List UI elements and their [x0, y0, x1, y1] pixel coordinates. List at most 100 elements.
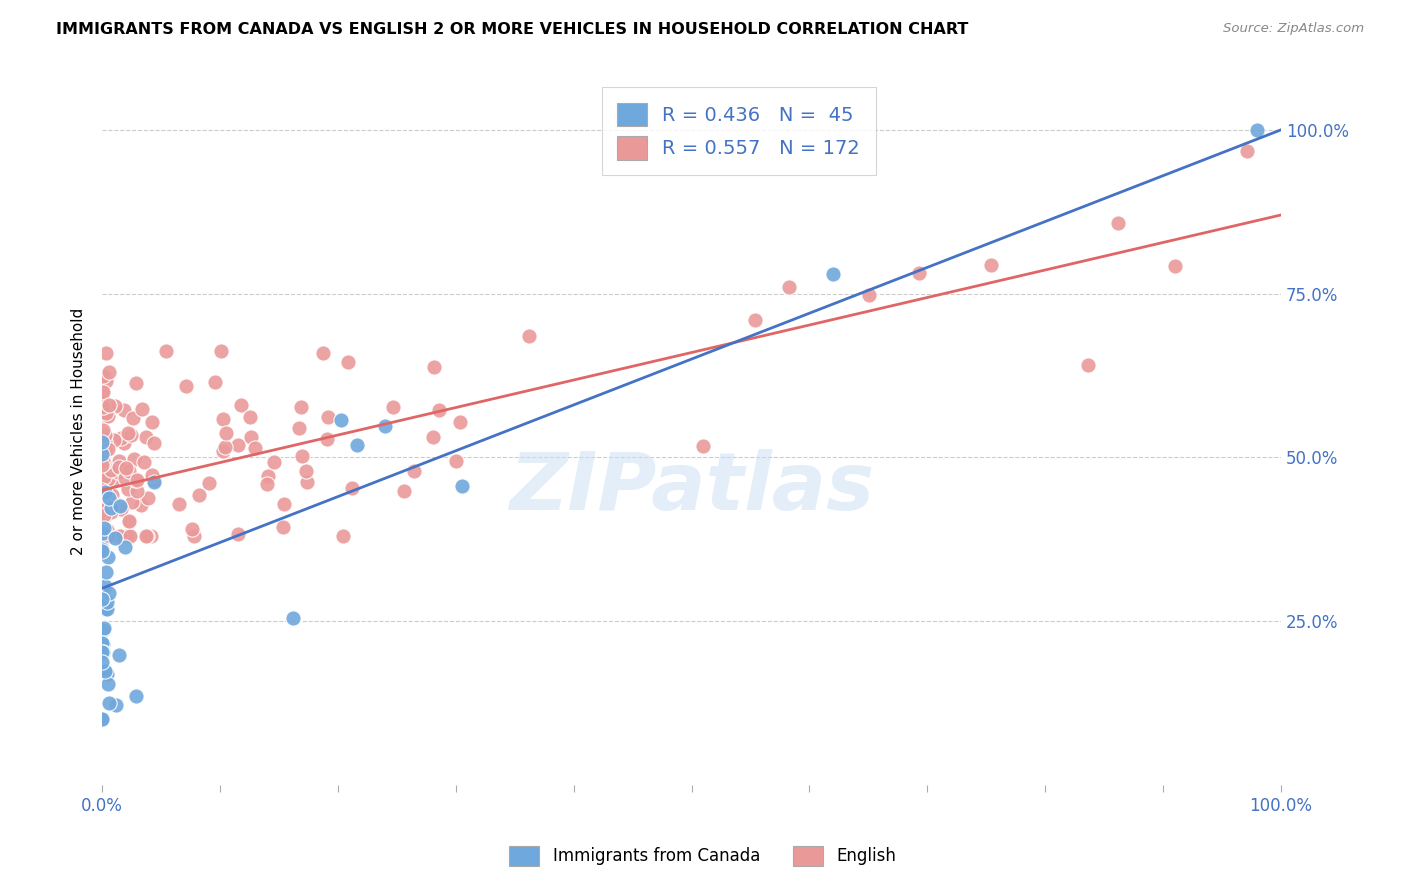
- Point: [91, 452, 114, 467]
- Point: [93, 529, 115, 543]
- Point: [209, 343, 232, 358]
- Point: [94, 442, 117, 457]
- Point: [112, 435, 135, 450]
- Point: [135, 529, 157, 543]
- Point: [121, 494, 143, 508]
- Point: [295, 464, 318, 478]
- Point: [155, 343, 177, 358]
- Point: [91, 529, 114, 543]
- Point: [167, 497, 190, 511]
- Point: [125, 484, 148, 499]
- Point: [91, 396, 114, 410]
- Point: [517, 328, 540, 343]
- Point: [103, 433, 125, 447]
- Point: [120, 427, 142, 442]
- Point: [104, 529, 127, 543]
- Point: [91, 591, 114, 606]
- Point: [91, 483, 114, 497]
- Point: [93, 435, 115, 450]
- Point: [91, 529, 114, 543]
- Point: [263, 455, 285, 469]
- Point: [91, 369, 114, 384]
- Point: [91, 501, 114, 516]
- Point: [135, 529, 157, 543]
- Y-axis label: 2 or more Vehicles in Household: 2 or more Vehicles in Household: [72, 308, 86, 555]
- Point: [91, 445, 114, 459]
- Point: [94, 438, 117, 452]
- Point: [94, 509, 117, 524]
- Point: [290, 400, 312, 414]
- Point: [215, 425, 238, 440]
- Point: [93, 492, 115, 507]
- Point: [312, 346, 335, 360]
- Point: [211, 412, 233, 426]
- Point: [94, 485, 117, 500]
- Text: Source: ZipAtlas.com: Source: ZipAtlas.com: [1223, 22, 1364, 36]
- Point: [214, 440, 236, 454]
- Point: [135, 430, 157, 444]
- Point: [316, 409, 339, 424]
- Point: [131, 402, 153, 417]
- Point: [94, 427, 117, 442]
- Point: [93, 410, 115, 425]
- Point: [129, 498, 152, 512]
- Legend: Immigrants from Canada, English: Immigrants from Canada, English: [496, 832, 910, 880]
- Point: [240, 430, 263, 444]
- Point: [332, 529, 354, 543]
- Point: [118, 464, 141, 478]
- Point: [122, 452, 145, 467]
- Point: [93, 621, 115, 635]
- Point: [91, 528, 114, 542]
- Point: [94, 346, 117, 360]
- Point: [97, 677, 120, 691]
- Point: [239, 409, 262, 424]
- Point: [91, 456, 114, 470]
- Point: [91, 712, 114, 726]
- Point: [91, 494, 114, 508]
- Point: [93, 456, 115, 470]
- Point: [97, 549, 120, 564]
- Point: [124, 689, 146, 703]
- Point: [273, 497, 295, 511]
- Point: [94, 665, 117, 679]
- Point: [114, 471, 136, 485]
- Point: [118, 514, 141, 528]
- Point: [821, 267, 844, 281]
- Point: [104, 399, 127, 413]
- Point: [908, 266, 931, 280]
- Point: [94, 529, 117, 543]
- Point: [91, 646, 114, 660]
- Point: [91, 645, 114, 659]
- Point: [94, 438, 117, 452]
- Point: [91, 544, 114, 558]
- Point: [392, 483, 415, 498]
- Text: IMMIGRANTS FROM CANADA VS ENGLISH 2 OR MORE VEHICLES IN HOUSEHOLD CORRELATION CH: IMMIGRANTS FROM CANADA VS ENGLISH 2 OR M…: [56, 22, 969, 37]
- Point: [330, 413, 353, 427]
- Point: [141, 415, 163, 429]
- Point: [91, 475, 114, 490]
- Point: [112, 403, 135, 417]
- Point: [101, 474, 124, 488]
- Point: [778, 280, 800, 294]
- Point: [117, 483, 139, 497]
- Point: [96, 523, 118, 537]
- Point: [91, 502, 114, 516]
- Point: [114, 540, 136, 554]
- Point: [111, 529, 134, 543]
- Point: [100, 505, 122, 519]
- Point: [1107, 216, 1129, 230]
- Point: [107, 454, 129, 468]
- Point: [125, 474, 148, 488]
- Point: [100, 462, 122, 476]
- Point: [93, 494, 115, 508]
- Point: [94, 524, 117, 539]
- Point: [108, 529, 131, 543]
- Point: [96, 667, 118, 681]
- Point: [980, 258, 1002, 272]
- Point: [110, 502, 132, 516]
- Point: [93, 521, 115, 535]
- Point: [744, 313, 766, 327]
- Point: [271, 520, 294, 534]
- Point: [98, 696, 121, 710]
- Text: ZIPatlas: ZIPatlas: [509, 449, 875, 526]
